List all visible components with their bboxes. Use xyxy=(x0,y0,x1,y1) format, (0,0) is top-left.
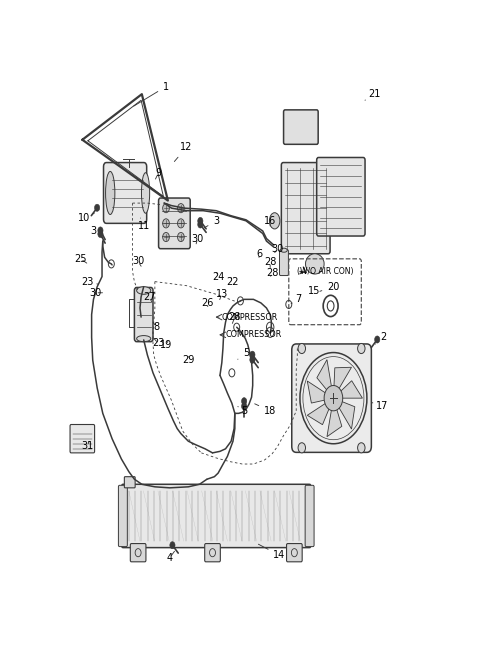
FancyBboxPatch shape xyxy=(70,424,95,453)
Text: 28: 28 xyxy=(264,257,276,268)
Text: 19: 19 xyxy=(160,340,172,350)
Circle shape xyxy=(163,203,169,213)
Text: 11: 11 xyxy=(138,218,150,231)
FancyBboxPatch shape xyxy=(104,163,147,223)
Text: 28: 28 xyxy=(266,268,278,278)
Circle shape xyxy=(358,443,365,453)
FancyBboxPatch shape xyxy=(284,110,318,144)
Polygon shape xyxy=(338,401,355,429)
Circle shape xyxy=(98,230,103,238)
Text: 25: 25 xyxy=(74,254,87,264)
Circle shape xyxy=(170,542,175,549)
Text: 1: 1 xyxy=(134,82,169,106)
Text: 5: 5 xyxy=(238,406,247,416)
Circle shape xyxy=(241,397,247,405)
Text: 10: 10 xyxy=(78,213,94,223)
Circle shape xyxy=(324,386,343,411)
Text: COMPRESSOR: COMPRESSOR xyxy=(226,330,282,340)
Text: 20: 20 xyxy=(320,282,340,291)
Polygon shape xyxy=(327,409,342,437)
Circle shape xyxy=(178,232,184,241)
Ellipse shape xyxy=(137,336,151,342)
Circle shape xyxy=(298,343,306,353)
Text: 24: 24 xyxy=(212,272,224,282)
Text: 23: 23 xyxy=(152,338,165,349)
Polygon shape xyxy=(307,403,329,424)
FancyBboxPatch shape xyxy=(292,344,372,452)
Ellipse shape xyxy=(106,172,115,215)
Text: 17: 17 xyxy=(372,401,388,411)
FancyBboxPatch shape xyxy=(121,484,311,547)
FancyBboxPatch shape xyxy=(130,544,146,562)
FancyBboxPatch shape xyxy=(204,544,220,562)
Text: 16: 16 xyxy=(264,216,276,226)
Text: 2: 2 xyxy=(375,332,387,344)
Ellipse shape xyxy=(305,254,324,274)
Text: 3: 3 xyxy=(204,216,219,228)
Text: 22: 22 xyxy=(227,276,239,287)
Circle shape xyxy=(198,217,203,224)
Circle shape xyxy=(178,203,184,213)
Text: COMPRESSOR: COMPRESSOR xyxy=(222,313,278,322)
Ellipse shape xyxy=(269,213,280,229)
Polygon shape xyxy=(307,381,326,403)
Text: 14: 14 xyxy=(258,544,286,560)
Ellipse shape xyxy=(142,172,150,213)
Circle shape xyxy=(178,219,184,228)
FancyBboxPatch shape xyxy=(305,486,314,547)
Polygon shape xyxy=(334,367,351,390)
FancyBboxPatch shape xyxy=(119,486,127,547)
Text: 18: 18 xyxy=(255,404,276,416)
Circle shape xyxy=(298,443,306,453)
Polygon shape xyxy=(340,381,362,398)
Polygon shape xyxy=(317,360,332,391)
Text: 12: 12 xyxy=(174,142,192,161)
Circle shape xyxy=(374,336,380,343)
Text: 23: 23 xyxy=(82,276,98,287)
Text: 30: 30 xyxy=(89,288,103,298)
FancyBboxPatch shape xyxy=(317,157,365,236)
Text: 30: 30 xyxy=(272,243,284,254)
Text: 6: 6 xyxy=(256,249,262,259)
Text: 4: 4 xyxy=(167,551,175,563)
Text: 15: 15 xyxy=(308,286,320,295)
Text: 7: 7 xyxy=(291,294,301,305)
Circle shape xyxy=(250,351,255,358)
Text: 9: 9 xyxy=(156,168,162,179)
Circle shape xyxy=(358,343,365,353)
Text: 30: 30 xyxy=(192,234,204,244)
Circle shape xyxy=(250,356,255,363)
Circle shape xyxy=(163,232,169,241)
Text: 29: 29 xyxy=(182,355,194,365)
FancyBboxPatch shape xyxy=(134,288,153,342)
Text: 27: 27 xyxy=(143,292,156,302)
Circle shape xyxy=(241,403,247,410)
Circle shape xyxy=(198,221,203,228)
Circle shape xyxy=(95,204,100,211)
FancyBboxPatch shape xyxy=(281,163,330,254)
FancyBboxPatch shape xyxy=(287,544,302,562)
Text: 30: 30 xyxy=(132,257,144,266)
FancyBboxPatch shape xyxy=(279,249,288,276)
FancyBboxPatch shape xyxy=(158,198,190,249)
Ellipse shape xyxy=(281,248,288,252)
FancyBboxPatch shape xyxy=(124,476,135,488)
Text: (W/O AIR CON): (W/O AIR CON) xyxy=(297,267,353,276)
Text: 26: 26 xyxy=(201,298,213,308)
Text: 21: 21 xyxy=(365,89,381,100)
Text: 8: 8 xyxy=(153,322,160,332)
Circle shape xyxy=(163,219,169,228)
Text: 28: 28 xyxy=(228,312,241,323)
Text: 13: 13 xyxy=(216,290,228,299)
Text: 5: 5 xyxy=(238,347,249,359)
Text: 3: 3 xyxy=(90,226,102,238)
Text: 31: 31 xyxy=(82,442,94,451)
Ellipse shape xyxy=(137,287,151,294)
Circle shape xyxy=(98,227,103,234)
